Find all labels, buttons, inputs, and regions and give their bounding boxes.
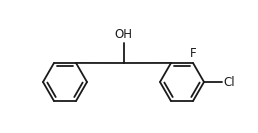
Text: OH: OH [115, 28, 133, 41]
Text: F: F [190, 47, 196, 60]
Text: Cl: Cl [223, 76, 235, 88]
